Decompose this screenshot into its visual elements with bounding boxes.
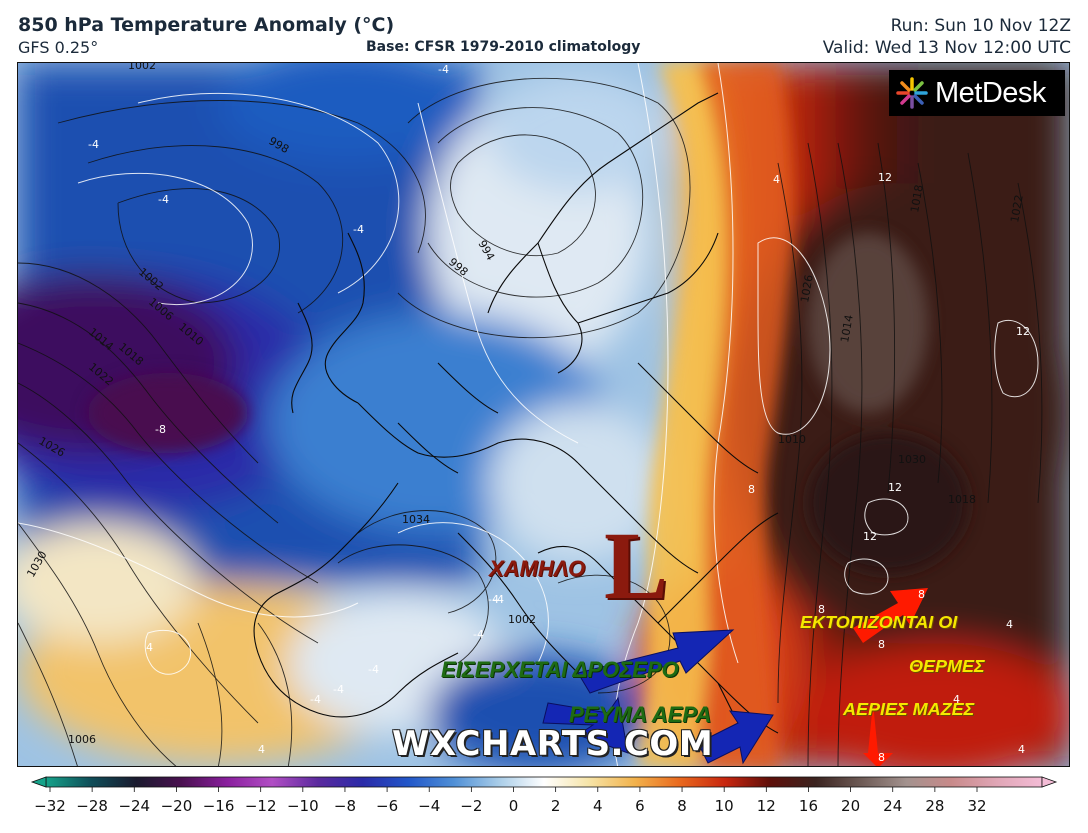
- isobar-label: 1030: [898, 453, 926, 466]
- cold-inflow-arrows: [542, 629, 774, 765]
- colorbar-tick-label: −32: [34, 797, 66, 815]
- anomaly-label: 8: [918, 588, 925, 601]
- run-time-label: Run: Sun 10 Nov 12Z: [890, 16, 1071, 36]
- anomaly-label: -4: [353, 223, 364, 236]
- isobar-label: 1026: [798, 274, 816, 304]
- colorbar-tick-label: 10: [714, 797, 734, 815]
- colorbar-tick-label: −6: [376, 797, 399, 815]
- anomaly-map[interactable]: 1002 998 994 998 1002 1006 1010 1014 1018 1022 102…: [17, 62, 1070, 767]
- isobar-label: 1014: [838, 314, 856, 344]
- colorbar-tick-label: −4: [418, 797, 441, 815]
- isobar-label: 1022: [1008, 194, 1026, 224]
- low-pressure-letter: L: [604, 512, 669, 619]
- anomaly-label: 12: [878, 171, 892, 184]
- anomaly-label: 12: [1016, 325, 1030, 338]
- anomaly-label: -4: [310, 693, 321, 706]
- colorbar-tick-label: −16: [202, 797, 235, 815]
- isobar-label: 1002: [508, 613, 536, 626]
- colorbar-scale: [30, 776, 1058, 792]
- colorbar-tick-label: 24: [883, 797, 903, 815]
- colorbar-tick-label: −2: [460, 797, 483, 815]
- isobar-label: 1018: [948, 493, 976, 506]
- isobar-label: 1002: [128, 63, 156, 72]
- colorbar-tick-label: −12: [244, 797, 277, 815]
- valid-time-label: Valid: Wed 13 Nov 12:00 UTC: [822, 38, 1071, 58]
- map-canvas: 1002998994998100210061010101410181022102…: [18, 63, 1069, 766]
- climatology-base-label: Base: CFSR 1979-2010 climatology: [366, 39, 641, 55]
- warm-displacement-arrows: [853, 588, 928, 766]
- anomaly-label: 4: [773, 173, 780, 186]
- warm-air-label-line3: ΑΕΡΙΕΣ ΜΑΖΕΣ: [843, 699, 975, 719]
- colorbar-tick-label: 4: [592, 797, 603, 815]
- anomaly-label: -4: [333, 683, 344, 696]
- sunburst-logo-icon: [896, 77, 928, 109]
- anomaly-label: 4: [1006, 618, 1013, 631]
- colorbar-tick-label: −24: [118, 797, 151, 815]
- colorbar-tick-label: −20: [160, 797, 193, 815]
- anomaly-label: 8: [878, 751, 885, 764]
- colorbar-tick-label: 0: [508, 797, 519, 815]
- colorbar-tick-label: 32: [967, 797, 987, 815]
- cool-air-label-line2: ΡΕΥΜΑ ΑΕΡΑ: [569, 702, 712, 727]
- colorbar-tick-label: −28: [76, 797, 108, 815]
- anomaly-label: -4: [488, 593, 499, 606]
- low-pressure-label: ΧΑΜΗΛΟ: [489, 556, 586, 581]
- anomaly-label: 4: [258, 743, 265, 756]
- anomaly-label: -4: [473, 628, 484, 641]
- wxcharts-watermark: WXCHARTS.COM: [392, 724, 714, 764]
- anomaly-label: 4: [1018, 743, 1025, 756]
- anomaly-label: -4: [158, 193, 169, 206]
- isobars: [18, 77, 1043, 766]
- colorbar: −32 −28 −24 −20 −16 −12 −10 −8 −6 −4 −2 0 2 4 6 8 10 12 16…: [30, 775, 1058, 825]
- anomaly-label: 4: [146, 641, 153, 654]
- colorbar-tick-label: 28: [925, 797, 945, 815]
- metdesk-logo-text: MetDesk: [935, 76, 1046, 109]
- colorbar-min-extend: [30, 776, 47, 788]
- warm-air-label-line1: ΕΚΤΟΠΙΖΟΝΤΑΙ ΟΙ: [800, 612, 958, 632]
- anomaly-label: -4: [88, 138, 99, 151]
- anomaly-label: -4: [493, 593, 504, 606]
- colorbar-tick-label: 8: [677, 797, 687, 815]
- colorbar-tick-label: 16: [798, 797, 818, 815]
- anomaly-label: 12: [863, 530, 877, 543]
- anomaly-label: -4: [368, 663, 379, 676]
- cool-air-label-line1: ΕΙΣΕΡΧΕΤΑΙ ΔΡΟΣΕΡΟ: [441, 657, 679, 682]
- isobar-label: 1006: [68, 733, 96, 746]
- model-label: GFS 0.25°: [18, 38, 99, 57]
- anomaly-label: 4: [953, 693, 960, 706]
- anomaly-contours: [18, 63, 1039, 766]
- colorbar-tick-label: −8: [333, 797, 357, 815]
- colorbar-tick-label: −10: [286, 797, 319, 815]
- coastlines: [253, 92, 779, 744]
- colorbar-max-extend: [1041, 776, 1058, 788]
- anomaly-label: 12: [888, 481, 902, 494]
- warm-air-label-line2: ΘΕΡΜΕΣ: [909, 656, 985, 676]
- anomaly-label: -4: [438, 63, 449, 76]
- anomaly-label: 8: [818, 603, 825, 616]
- colorbar-tick-label: 2: [550, 797, 561, 815]
- colorbar-tick-label: 12: [756, 797, 776, 815]
- colorbar-tick-label: 6: [635, 797, 645, 815]
- metdesk-logo: MetDesk: [889, 70, 1065, 116]
- colorbar-tick-label: 20: [841, 797, 861, 815]
- anomaly-label: 8: [748, 483, 755, 496]
- chart-title: 850 hPa Temperature Anomaly (°C): [18, 14, 395, 36]
- anomaly-label: -8: [155, 423, 166, 436]
- colorbar-gradient: [45, 776, 1043, 788]
- isobar-label: 1018: [908, 184, 926, 214]
- isobar-label: 1010: [778, 433, 806, 446]
- anomaly-label: 8: [878, 638, 885, 651]
- isobar-label: 1034: [402, 513, 430, 526]
